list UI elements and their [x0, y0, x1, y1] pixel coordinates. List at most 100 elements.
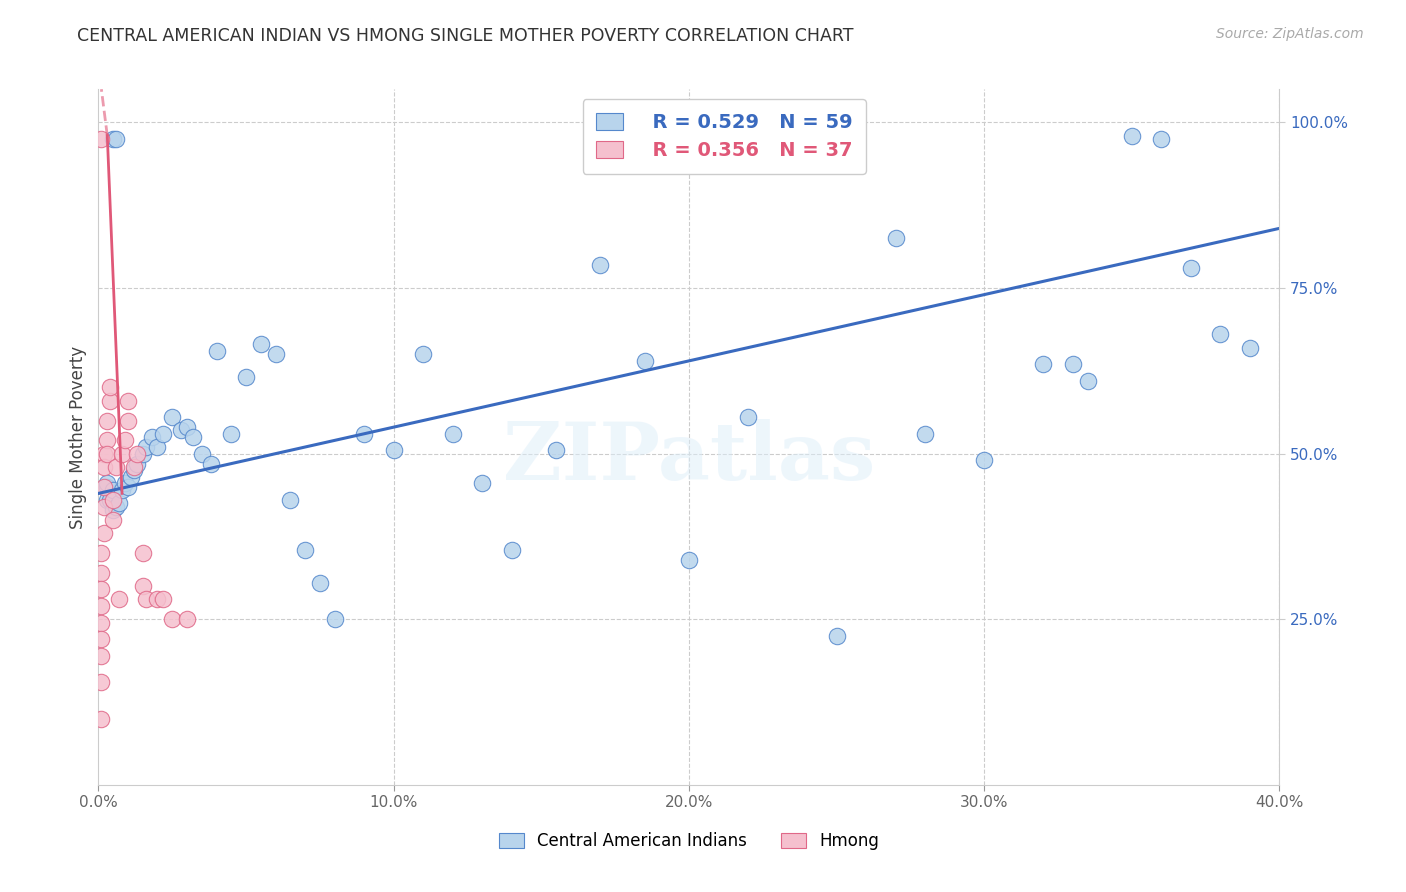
Point	[280, 493, 302, 508]
Point	[90, 582, 112, 597]
Text: ZIPatlas: ZIPatlas	[503, 419, 875, 497]
Point	[141, 430, 163, 444]
Point	[90, 566, 112, 580]
Point	[103, 132, 125, 146]
Point	[125, 447, 148, 461]
Point	[90, 712, 112, 726]
Point	[108, 496, 131, 510]
Point	[146, 592, 169, 607]
Point	[200, 457, 222, 471]
Point	[93, 447, 115, 461]
Point	[96, 476, 118, 491]
Point	[132, 447, 155, 461]
Point	[250, 337, 273, 351]
Point	[353, 426, 375, 441]
Point	[132, 579, 155, 593]
Point	[382, 443, 405, 458]
Point	[90, 648, 112, 663]
Point	[108, 592, 131, 607]
Point	[914, 426, 936, 441]
Point	[678, 552, 700, 566]
Point	[90, 546, 112, 560]
Point	[111, 447, 134, 461]
Point	[546, 443, 568, 458]
Point	[93, 500, 115, 514]
Point	[96, 480, 118, 494]
Point	[125, 457, 148, 471]
Point	[221, 426, 243, 441]
Point	[162, 410, 183, 425]
Point	[589, 258, 612, 272]
Point	[294, 542, 316, 557]
Point	[152, 426, 174, 441]
Point	[135, 440, 157, 454]
Text: CENTRAL AMERICAN INDIAN VS HMONG SINGLE MOTHER POVERTY CORRELATION CHART: CENTRAL AMERICAN INDIAN VS HMONG SINGLE …	[77, 27, 853, 45]
Point	[105, 500, 128, 514]
Point	[114, 434, 136, 448]
Point	[323, 612, 346, 626]
Point	[117, 393, 139, 408]
Point	[98, 380, 121, 394]
Y-axis label: Single Mother Poverty: Single Mother Poverty	[69, 345, 87, 529]
Point	[103, 493, 125, 508]
Point	[122, 463, 145, 477]
Point	[93, 459, 115, 474]
Text: Source: ZipAtlas.com: Source: ZipAtlas.com	[1216, 27, 1364, 41]
Point	[176, 420, 198, 434]
Point	[737, 410, 759, 425]
Point	[1150, 132, 1173, 146]
Point	[90, 632, 112, 647]
Point	[90, 675, 112, 690]
Point	[1121, 128, 1143, 143]
Point	[501, 542, 523, 557]
Point	[90, 615, 112, 630]
Point	[103, 503, 125, 517]
Point	[146, 440, 169, 454]
Point	[96, 447, 118, 461]
Point	[117, 413, 139, 427]
Legend: Central American Indians, Hmong: Central American Indians, Hmong	[492, 825, 886, 856]
Point	[90, 599, 112, 613]
Point	[1239, 341, 1261, 355]
Point	[135, 592, 157, 607]
Point	[111, 483, 134, 497]
Point	[181, 430, 204, 444]
Point	[191, 447, 214, 461]
Point	[105, 132, 128, 146]
Point	[122, 459, 145, 474]
Point	[1180, 261, 1202, 276]
Point	[96, 413, 118, 427]
Point	[114, 476, 136, 491]
Point	[205, 343, 228, 358]
Point	[441, 426, 464, 441]
Point	[152, 592, 174, 607]
Point	[235, 370, 257, 384]
Point	[90, 132, 112, 146]
Point	[176, 612, 198, 626]
Point	[412, 347, 434, 361]
Point	[1209, 327, 1232, 342]
Point	[132, 546, 155, 560]
Point	[162, 612, 183, 626]
Point	[884, 231, 907, 245]
Point	[1032, 357, 1054, 371]
Point	[103, 483, 125, 497]
Point	[264, 347, 287, 361]
Point	[1077, 374, 1099, 388]
Point	[93, 526, 115, 541]
Point	[825, 629, 848, 643]
Point	[98, 393, 121, 408]
Point	[98, 493, 121, 508]
Point	[93, 480, 115, 494]
Point	[973, 453, 995, 467]
Point	[96, 493, 118, 508]
Point	[471, 476, 494, 491]
Point	[1062, 357, 1084, 371]
Point	[103, 513, 125, 527]
Point	[634, 354, 657, 368]
Point	[120, 470, 142, 484]
Point	[96, 434, 118, 448]
Point	[170, 424, 193, 438]
Point	[309, 575, 332, 590]
Point	[105, 459, 128, 474]
